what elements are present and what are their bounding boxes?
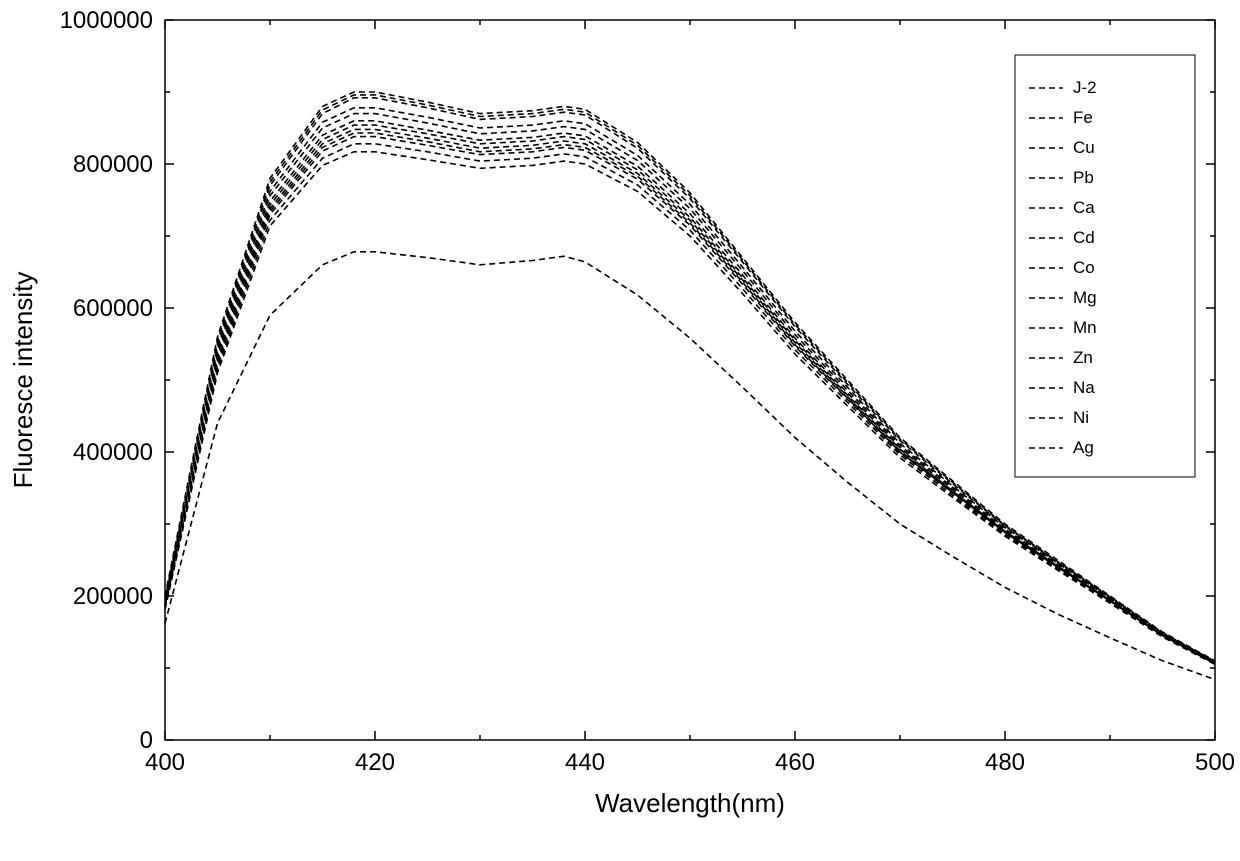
y-axis-label: Fluoresce intensity [8,272,38,489]
legend-label: Co [1073,258,1095,277]
legend-label: J-2 [1073,78,1097,97]
series-line [165,129,1215,663]
series-line [165,98,1215,662]
series-line [165,137,1215,664]
legend-label: Na [1073,378,1095,397]
legend-label: Ni [1073,408,1089,427]
y-tick-label: 1000000 [60,7,153,34]
legend-label: Ca [1073,198,1095,217]
legend-label: Cu [1073,138,1095,157]
legend-label: Zn [1073,348,1093,367]
series-line [165,92,1215,661]
y-tick-label: 600000 [73,295,153,322]
x-axis-label: Wavelength(nm) [595,788,785,818]
legend-label: Cd [1073,228,1095,247]
series-line [165,121,1215,663]
series-line [165,95,1215,662]
series-line [165,108,1215,662]
y-tick-label: 200000 [73,583,153,610]
legend-label: Ag [1073,438,1094,457]
x-tick-label: 500 [1195,749,1235,776]
legend-label: Mn [1073,318,1097,337]
series-line [165,252,1215,680]
x-tick-label: 420 [355,749,395,776]
series-line [165,133,1215,664]
x-tick-label: 440 [565,749,605,776]
plot-frame [165,20,1215,740]
y-tick-label: 400000 [73,439,153,466]
legend-label: Fe [1073,108,1093,127]
legend-label: Mg [1073,288,1097,307]
y-tick-label: 800000 [73,151,153,178]
series-line [165,152,1215,665]
legend-label: Pb [1073,168,1094,187]
series-line [165,125,1215,663]
x-tick-label: 460 [775,749,815,776]
x-tick-label: 480 [985,749,1025,776]
series-line [165,144,1215,664]
fluorescence-chart: 4004204404604805000200000400000600000800… [0,0,1240,861]
y-tick-label: 0 [140,727,153,754]
